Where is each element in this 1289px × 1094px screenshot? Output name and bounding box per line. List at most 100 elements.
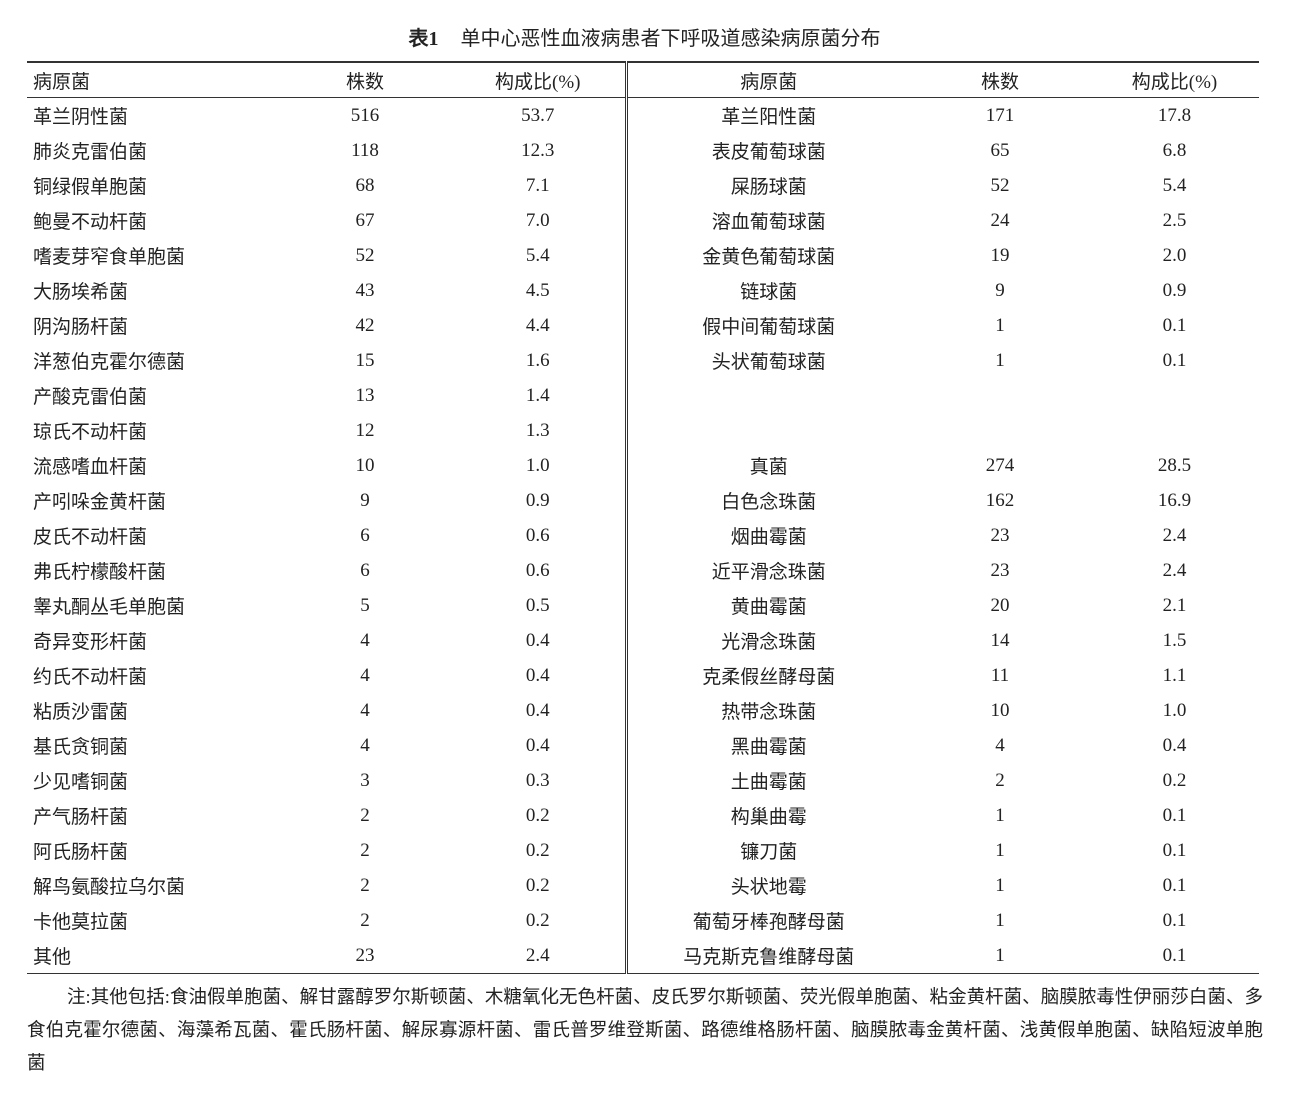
cell-pathogen-right: 表皮葡萄球菌 bbox=[711, 142, 826, 163]
table-header-row: 病原菌 株数 构成比(%) 病原菌 株数 构成比(%) bbox=[27, 62, 1259, 98]
cell-count-right: 52 bbox=[990, 174, 1010, 196]
table-note: 注:其他包括:食油假单胞菌、解甘露醇罗尔斯顿菌、木糖氧化无色杆菌、皮氏罗尔斯顿菌… bbox=[27, 988, 1263, 1074]
cell-pathogen-left: 肺炎克雷伯菌 bbox=[33, 142, 148, 163]
table-row: 弗氏柠檬酸杆菌 6 0.6 近平滑念珠菌 23 2.4 bbox=[27, 553, 1259, 588]
cell-pathogen-left: 解鸟氨酸拉乌尔菌 bbox=[33, 877, 186, 898]
cell-count-left: 516 bbox=[350, 104, 380, 126]
table-row: 解鸟氨酸拉乌尔菌 2 0.2 头状地霉 1 0.1 bbox=[27, 868, 1259, 903]
table-row: 产吲哚金黄杆菌 9 0.9 白色念珠菌 162 16.9 bbox=[27, 483, 1259, 518]
cell-pathogen-right bbox=[626, 413, 910, 448]
cell-count-left: 42 bbox=[355, 314, 375, 336]
cell-count-right: 65 bbox=[990, 139, 1010, 161]
cell-pathogen-right: 黑曲霉菌 bbox=[730, 737, 807, 758]
cell-percent-left: 0.4 bbox=[433, 728, 628, 763]
table-row: 琼氏不动杆菌 12 1.3 bbox=[27, 413, 1259, 448]
cell-pathogen-left: 鲍曼不动杆菌 bbox=[33, 212, 148, 233]
cell-percent-right: 0.1 bbox=[1162, 874, 1187, 896]
cell-percent-right: 1.1 bbox=[1162, 664, 1187, 686]
cell-pathogen-right: 热带念珠菌 bbox=[721, 702, 817, 723]
cell-pathogen-left: 睾丸酮丛毛单胞菌 bbox=[33, 597, 186, 618]
cell-count-left: 2 bbox=[360, 909, 370, 931]
cell-percent-left: 0.4 bbox=[433, 693, 628, 728]
cell-pathogen-right: 屎肠球菌 bbox=[730, 177, 807, 198]
table-row: 粘质沙雷菌 4 0.4 热带念珠菌 10 1.0 bbox=[27, 693, 1259, 728]
header-percent-right: 构成比(%) bbox=[1131, 71, 1218, 93]
cell-count-left: 2 bbox=[360, 874, 370, 896]
table-row: 其他 23 2.4 马克斯克鲁维酵母菌 1 0.1 bbox=[27, 938, 1259, 974]
cell-pathogen-right: 金黄色葡萄球菌 bbox=[702, 247, 836, 268]
cell-pathogen-left: 嗜麦芽窄食单胞菌 bbox=[33, 247, 186, 268]
cell-pathogen-left: 其他 bbox=[33, 947, 72, 968]
cell-pathogen-left: 大肠埃希菌 bbox=[33, 282, 129, 303]
cell-percent-left: 1.0 bbox=[433, 448, 628, 483]
cell-percent-right: 2.4 bbox=[1162, 524, 1187, 546]
cell-count-right bbox=[910, 378, 1090, 413]
cell-count-left: 13 bbox=[355, 384, 375, 406]
cell-percent-right: 0.1 bbox=[1162, 839, 1187, 861]
cell-count-left: 43 bbox=[355, 279, 375, 301]
cell-percent-left: 0.4 bbox=[433, 658, 628, 693]
table-caption: 单中心恶性血液病患者下呼吸道感染病原菌分布 bbox=[460, 28, 881, 50]
cell-count-left: 118 bbox=[351, 139, 379, 161]
cell-percent-left: 2.4 bbox=[433, 938, 628, 974]
cell-percent-right: 17.8 bbox=[1157, 104, 1192, 126]
table-row: 肺炎克雷伯菌 118 12.3 表皮葡萄球菌 65 6.8 bbox=[27, 133, 1259, 168]
cell-pathogen-right: 假中间葡萄球菌 bbox=[702, 317, 836, 338]
table-row: 洋葱伯克霍尔德菌 15 1.6 头状葡萄球菌 1 0.1 bbox=[27, 343, 1259, 378]
cell-percent-right: 16.9 bbox=[1157, 489, 1192, 511]
cell-count-left: 4 bbox=[360, 664, 370, 686]
cell-pathogen-left: 流感嗜血杆菌 bbox=[33, 457, 148, 478]
cell-percent-right: 0.1 bbox=[1162, 314, 1187, 336]
pathogen-table: 病原菌 株数 构成比(%) 病原菌 株数 构成比(%) 革兰阴性菌 516 53.7… bbox=[27, 61, 1259, 974]
cell-pathogen-left: 奇异变形杆菌 bbox=[33, 632, 148, 653]
table-title: 表1 单中心恶性血液病患者下呼吸道感染病原菌分布 bbox=[0, 22, 1289, 51]
cell-count-left: 6 bbox=[360, 559, 370, 581]
cell-percent-right: 0.1 bbox=[1162, 909, 1187, 931]
cell-count-left: 12 bbox=[355, 419, 375, 441]
cell-percent-left: 4.4 bbox=[433, 308, 628, 343]
cell-count-left: 4 bbox=[360, 734, 370, 756]
cell-percent-left: 0.2 bbox=[433, 903, 628, 938]
cell-percent-left: 1.4 bbox=[433, 378, 628, 413]
cell-count-left: 23 bbox=[355, 944, 375, 966]
cell-percent-right: 2.1 bbox=[1162, 594, 1187, 616]
cell-count-left: 67 bbox=[355, 209, 375, 231]
cell-pathogen-left: 洋葱伯克霍尔德菌 bbox=[33, 352, 186, 373]
cell-count-right: 171 bbox=[985, 104, 1015, 126]
cell-percent-left: 1.6 bbox=[433, 343, 628, 378]
cell-percent-right: 1.0 bbox=[1162, 699, 1187, 721]
cell-pathogen-right: 白色念珠菌 bbox=[721, 492, 817, 513]
table-row: 基氏贪铜菌 4 0.4 黑曲霉菌 4 0.4 bbox=[27, 728, 1259, 763]
cell-pathogen-left: 阴沟肠杆菌 bbox=[33, 317, 129, 338]
cell-count-right: 10 bbox=[990, 699, 1010, 721]
cell-percent-left: 7.0 bbox=[433, 203, 628, 238]
cell-percent-left: 0.2 bbox=[433, 798, 628, 833]
cell-percent-left: 4.5 bbox=[433, 273, 628, 308]
table-row: 鲍曼不动杆菌 67 7.0 溶血葡萄球菌 24 2.5 bbox=[27, 203, 1259, 238]
cell-percent-right: 0.1 bbox=[1162, 944, 1187, 966]
cell-pathogen-left: 阿氏肠杆菌 bbox=[33, 842, 129, 863]
table-row: 少见嗜铜菌 3 0.3 土曲霉菌 2 0.2 bbox=[27, 763, 1259, 798]
cell-percent-right: 6.8 bbox=[1162, 139, 1187, 161]
cell-percent-left: 0.3 bbox=[433, 763, 628, 798]
cell-percent-left: 0.4 bbox=[433, 623, 628, 658]
cell-percent-right: 2.4 bbox=[1162, 559, 1187, 581]
cell-percent-right bbox=[1090, 413, 1259, 448]
cell-count-right: 11 bbox=[990, 664, 1010, 686]
table-row: 流感嗜血杆菌 10 1.0 真菌 274 28.5 bbox=[27, 448, 1259, 483]
cell-count-right: 19 bbox=[990, 244, 1010, 266]
cell-percent-right: 0.1 bbox=[1162, 804, 1187, 826]
cell-percent-left: 5.4 bbox=[433, 238, 628, 273]
cell-pathogen-right: 烟曲霉菌 bbox=[730, 527, 807, 548]
cell-percent-right: 0.4 bbox=[1162, 734, 1187, 756]
cell-pathogen-right: 光滑念珠菌 bbox=[721, 632, 817, 653]
cell-count-left: 2 bbox=[360, 839, 370, 861]
cell-pathogen-left: 约氏不动杆菌 bbox=[33, 667, 148, 688]
table-row: 卡他莫拉菌 2 0.2 葡萄牙棒孢酵母菌 1 0.1 bbox=[27, 903, 1259, 938]
cell-pathogen-right: 革兰阳性菌 bbox=[721, 107, 817, 128]
table-row: 产酸克雷伯菌 13 1.4 bbox=[27, 378, 1259, 413]
cell-count-right: 274 bbox=[985, 454, 1015, 476]
cell-percent-right: 0.1 bbox=[1162, 349, 1187, 371]
header-pathogen-left: 病原菌 bbox=[33, 71, 91, 93]
cell-count-left: 9 bbox=[360, 489, 370, 511]
